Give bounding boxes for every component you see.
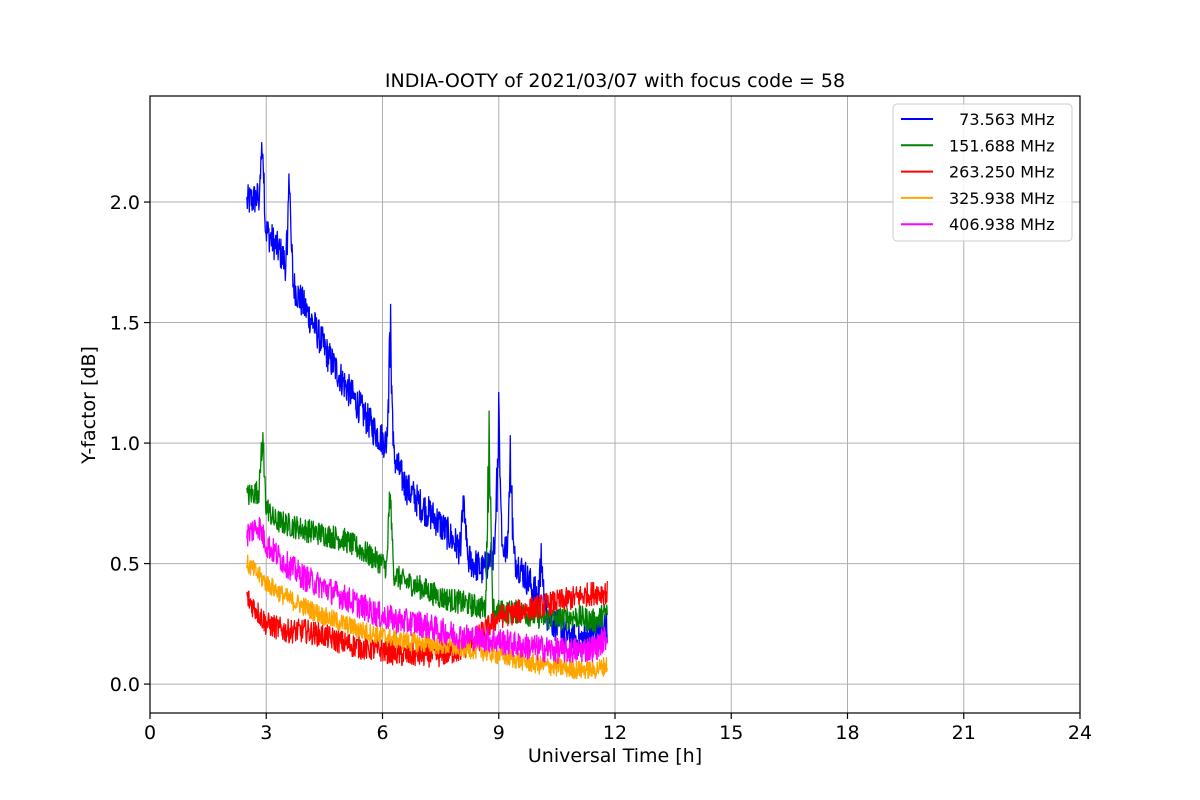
legend-label: 406.938 MHz: [949, 215, 1054, 234]
grid: [150, 96, 1080, 713]
y-tick-label: 1.5: [110, 313, 140, 335]
x-tick-label: 24: [1068, 722, 1092, 744]
y-tick-label: 0.0: [110, 674, 140, 696]
x-tick-label: 21: [952, 722, 976, 744]
legend: 73.563 MHz 151.688 MHz 263.250 MHz 325.938 …: [892, 103, 1073, 242]
y-tick-label: 1.0: [110, 433, 140, 455]
legend-label: 151.688 MHz: [949, 136, 1054, 155]
x-tick-label: 15: [719, 722, 743, 744]
series-line-0: [246, 142, 608, 657]
legend-label: 325.938 MHz: [949, 189, 1054, 208]
series-line-4: [246, 517, 608, 665]
y-axis: 0.0 0.5 1.0 1.5 2.0: [110, 192, 150, 696]
chart-title: INDIA-OOTY of 2021/03/07 with focus code…: [385, 70, 845, 92]
x-axis-label: Universal Time [h]: [528, 745, 702, 767]
x-tick-label: 9: [493, 722, 505, 744]
x-tick-label: 6: [376, 722, 388, 744]
legend-label: 263.250 MHz: [949, 163, 1054, 182]
y-axis-label: Y-factor [dB]: [78, 346, 100, 465]
x-tick-label: 3: [260, 722, 272, 744]
x-tick-label: 12: [603, 722, 627, 744]
series-layer: [246, 142, 608, 680]
legend-box: [892, 103, 1073, 242]
x-tick-label: 0: [144, 722, 156, 744]
y-tick-label: 0.5: [110, 554, 140, 576]
legend-label: 73.563 MHz: [949, 110, 1054, 129]
x-axis: 0 3 6 9 12 15 18 21 24: [144, 713, 1092, 744]
y-tick-label: 2.0: [110, 192, 140, 214]
x-tick-label: 18: [835, 722, 859, 744]
series-line-1: [246, 410, 608, 634]
